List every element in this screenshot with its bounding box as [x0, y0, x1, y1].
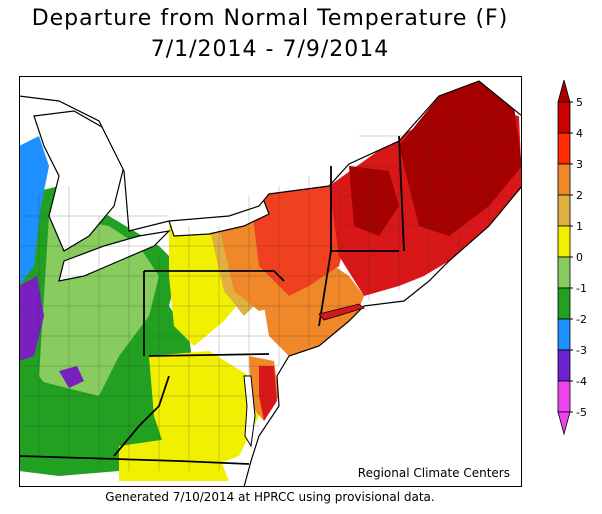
legend-label: 0 [576, 251, 583, 264]
legend-band [557, 194, 571, 227]
field-blue-west [19, 136, 49, 286]
temperature-departure-map [19, 76, 522, 487]
chesapeake-bay [243, 375, 256, 448]
legend-arrow-top [557, 80, 571, 103]
legend-label: 3 [576, 158, 583, 171]
legend-label: 5 [576, 96, 583, 109]
legend-label: -5 [576, 406, 587, 419]
legend-label: -3 [576, 344, 587, 357]
legend-band [557, 287, 571, 320]
county-lines [19, 101, 522, 471]
legend-band [557, 163, 571, 196]
map-title-line1: Departure from Normal Temperature (F) [31, 6, 509, 31]
legend-band [557, 380, 571, 413]
legend-band [557, 101, 571, 134]
color-legend: 5 4 3 2 1 0 -1 -2 -3 -4 -5 [557, 80, 587, 436]
map-title-line2: 7/1/2014 - 7/9/2014 [150, 37, 390, 62]
legend-label: -2 [576, 313, 587, 326]
field-red-nj [259, 366, 277, 421]
legend-band [557, 225, 571, 258]
credit-label: Regional Climate Centers [355, 466, 512, 480]
legend-band [557, 318, 571, 351]
long-island [318, 303, 365, 321]
footer-note: Generated 7/10/2014 at HPRCC using provi… [105, 490, 435, 504]
legend-label: -4 [576, 375, 587, 388]
field-purple-ohio [59, 366, 84, 388]
state-boundaries [19, 135, 405, 465]
field-yellow-va [119, 436, 229, 481]
legend-label: 4 [576, 127, 583, 140]
legend-band [557, 349, 571, 382]
field-deep-red-maine [399, 81, 522, 236]
atlantic-ocean [243, 185, 522, 487]
field-deep-red-nh [349, 166, 399, 236]
field-purple-west [19, 276, 44, 361]
legend-label: 2 [576, 189, 583, 202]
legend-label: 1 [576, 220, 583, 233]
legend-band [557, 132, 571, 165]
legend-band [557, 256, 571, 289]
legend-label: -1 [576, 282, 587, 295]
legend-arrow-bottom [557, 411, 571, 436]
field-red-orange [249, 171, 349, 296]
canada-land [19, 76, 522, 232]
